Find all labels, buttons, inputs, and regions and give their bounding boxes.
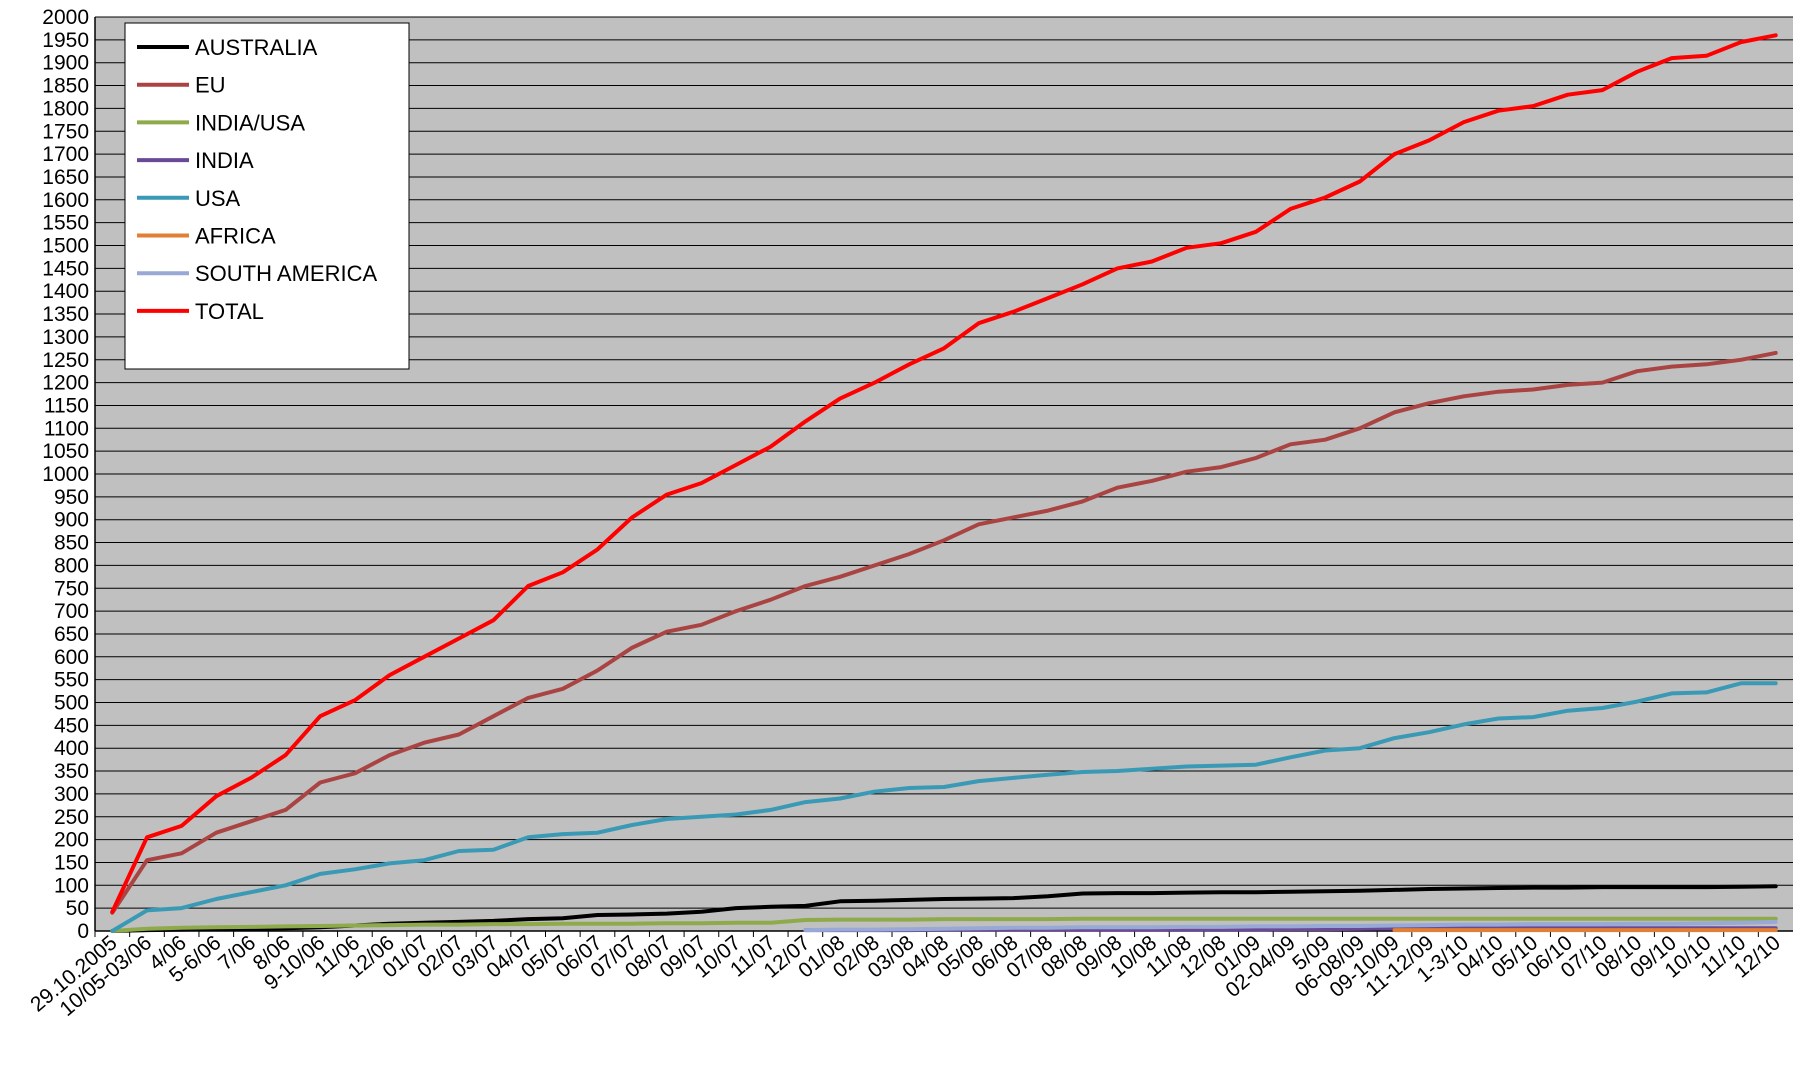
y-axis-tick-labels: 0501001502002503003504004505005506006507… — [42, 6, 89, 943]
y-tick-label: 350 — [54, 760, 89, 783]
y-tick-label: 850 — [54, 532, 89, 555]
y-tick-label: 450 — [54, 714, 89, 737]
series-line-india-usa — [110, 916, 1778, 933]
y-tick-label: 1900 — [42, 52, 89, 75]
y-tick-label: 1950 — [42, 29, 89, 52]
y-tick-label: 1650 — [42, 166, 89, 189]
y-tick-label: 650 — [54, 623, 89, 646]
legend-label: INDIA/USA — [195, 110, 305, 135]
y-tick-label: 1200 — [42, 372, 89, 395]
legend-label: INDIA — [195, 148, 254, 173]
series-line-south-america — [803, 919, 1778, 933]
y-tick-label: 50 — [66, 897, 89, 920]
y-tick-label: 1800 — [42, 97, 89, 120]
series-line-eu — [110, 350, 1778, 915]
y-tick-label: 900 — [54, 509, 89, 532]
legend-label: AUSTRALIA — [195, 35, 318, 60]
series-line-total — [110, 33, 1778, 914]
y-tick-label: 1250 — [42, 349, 89, 372]
y-tick-label: 1300 — [42, 326, 89, 349]
x-axis-tick-labels: 29.10.200510/05-03/064/065-6/067/068/069… — [26, 931, 1785, 1021]
y-tick-label: 1750 — [42, 120, 89, 143]
y-tick-label: 1400 — [42, 280, 89, 303]
y-tick-label: 1700 — [42, 143, 89, 166]
y-tick-label: 300 — [54, 783, 89, 806]
y-tick-label: 150 — [54, 851, 89, 874]
y-tick-label: 1850 — [42, 75, 89, 98]
legend: AUSTRALIA EU INDIA/USA INDIA USA AFRICA SOUTH … — [124, 22, 410, 370]
series-lines — [110, 33, 1778, 933]
series-line-usa — [110, 681, 1778, 933]
y-tick-label: 100 — [54, 874, 89, 897]
y-tick-label: 2000 — [42, 6, 89, 29]
y-tick-label: 1150 — [44, 394, 89, 417]
legend-label: EU — [195, 73, 226, 98]
y-tick-label: 550 — [54, 669, 89, 692]
y-tick-label: 1550 — [42, 212, 89, 235]
y-tick-label: 700 — [54, 600, 89, 623]
y-tick-label: 1500 — [42, 235, 89, 258]
y-tick-label: 800 — [54, 554, 89, 577]
y-tick-label: 950 — [54, 486, 89, 509]
legend-label: SOUTH AMERICA — [195, 261, 377, 286]
y-tick-label: 750 — [54, 577, 89, 600]
y-tick-label: 1350 — [42, 303, 89, 326]
y-tick-label: 0 — [77, 920, 89, 943]
legend-label: USA — [195, 186, 241, 211]
y-tick-label: 250 — [54, 806, 89, 829]
gridlines — [94, 16, 1793, 932]
y-tick-label: 1100 — [44, 417, 89, 440]
y-tick-label: 1000 — [42, 463, 89, 486]
y-tick-label: 600 — [54, 646, 89, 669]
y-tick-label: 1450 — [42, 257, 89, 280]
legend-label: TOTAL — [195, 299, 264, 324]
y-tick-label: 1600 — [42, 189, 89, 212]
y-tick-label: 1050 — [42, 440, 89, 463]
y-tick-label: 400 — [54, 737, 89, 760]
y-tick-label: 500 — [54, 692, 89, 715]
y-tick-label: 200 — [54, 829, 89, 852]
legend-label: AFRICA — [195, 224, 276, 249]
